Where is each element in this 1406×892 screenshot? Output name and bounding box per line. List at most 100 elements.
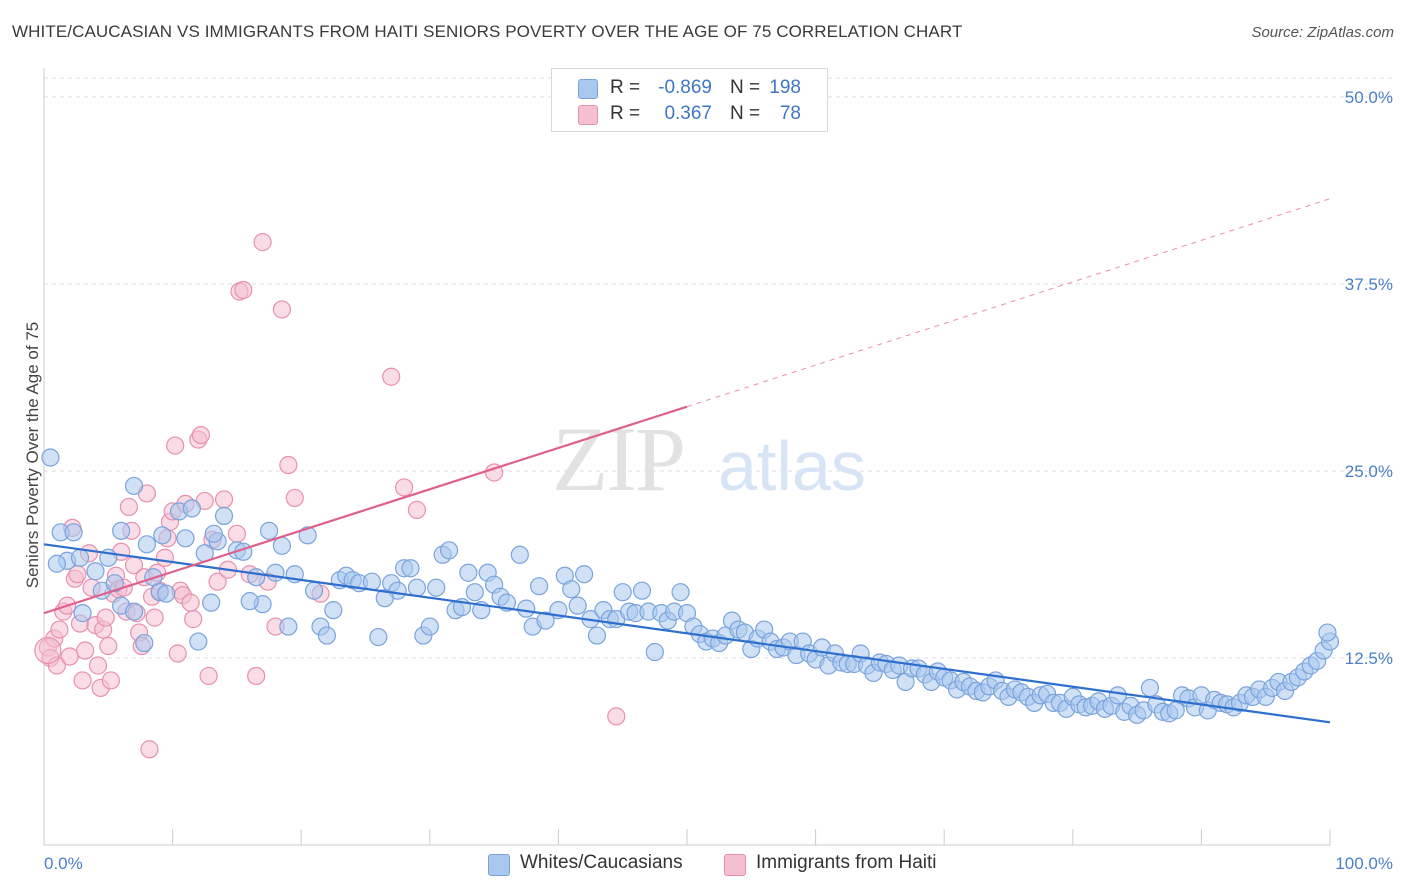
haiti-point xyxy=(285,488,304,508)
white-point xyxy=(304,581,324,600)
haiti-point xyxy=(227,524,246,543)
white-trend-line xyxy=(43,543,1331,724)
white-point xyxy=(73,604,92,623)
white-point xyxy=(64,523,83,542)
white-point xyxy=(189,632,208,651)
white-point xyxy=(202,593,221,612)
haiti-point xyxy=(119,497,138,517)
haiti-point xyxy=(407,500,427,519)
white-point xyxy=(86,562,105,581)
haiti-point xyxy=(50,620,69,639)
haiti-point xyxy=(279,455,298,475)
haiti-point xyxy=(47,656,66,675)
chart-source: Source: ZipAtlas.com xyxy=(1251,24,1394,41)
white-point xyxy=(459,563,478,582)
white-point xyxy=(247,568,266,587)
white-point xyxy=(510,545,529,564)
x-tick-label-max: 100.0% xyxy=(1335,854,1393,873)
white-point xyxy=(137,535,156,554)
legend-row-whites: R = -0.869 N = 198 xyxy=(552,76,827,102)
haiti-point xyxy=(208,572,227,591)
legend-swatch-pink xyxy=(578,105,598,125)
trend-lines xyxy=(43,198,1331,724)
white-point xyxy=(214,506,234,525)
white-point xyxy=(259,521,279,540)
white-points xyxy=(41,448,1340,724)
haiti-point xyxy=(155,548,174,567)
white-point xyxy=(562,580,581,599)
white-point xyxy=(587,626,607,645)
white-point xyxy=(157,584,176,603)
haiti-point xyxy=(101,671,120,690)
haiti-point xyxy=(60,647,79,666)
bottom-legend-label-whites: Whites/Caucasians xyxy=(520,852,683,873)
haiti-point xyxy=(382,367,401,386)
white-point xyxy=(240,592,259,611)
white-point xyxy=(645,642,664,662)
haiti-point xyxy=(184,610,203,629)
white-point xyxy=(530,577,549,596)
haiti-point xyxy=(394,478,414,497)
white-point xyxy=(1140,678,1160,698)
white-point xyxy=(632,581,652,600)
white-point xyxy=(1108,686,1127,705)
legend-n-label: N = xyxy=(730,77,761,98)
white-point xyxy=(439,541,459,560)
white-point xyxy=(70,548,90,567)
bottom-legend-swatch-pink xyxy=(724,854,746,876)
haiti-point xyxy=(234,280,253,300)
watermark-atlas: atlas xyxy=(718,427,866,505)
white-point xyxy=(517,599,536,618)
white-point xyxy=(182,499,201,518)
haiti-point xyxy=(607,707,626,726)
legend-n-label: N = xyxy=(730,103,761,124)
axes xyxy=(43,68,1331,846)
white-point xyxy=(105,574,124,593)
haiti-point xyxy=(253,233,272,252)
legend-r-value: -0.869 xyxy=(658,77,712,98)
haiti-point xyxy=(214,490,234,509)
y-tick-labels: 12.5% 25.0% 37.5% 50.0% xyxy=(1345,88,1393,668)
haiti-point xyxy=(168,644,187,663)
y-tick-label: 12.5% xyxy=(1345,649,1393,668)
y-axis-label: Seniors Poverty Over the Age of 75 xyxy=(23,322,42,588)
haiti-point xyxy=(166,436,185,455)
bottom-legend-label-haiti: Immigrants from Haiti xyxy=(756,852,937,873)
white-point xyxy=(124,476,144,496)
legend-n-value: 198 xyxy=(769,77,801,98)
white-point xyxy=(401,559,420,578)
legend-n-value: 78 xyxy=(779,103,801,124)
haiti-point xyxy=(191,425,210,445)
y-tick-label: 25.0% xyxy=(1345,462,1393,481)
white-point xyxy=(427,578,446,597)
white-point xyxy=(272,536,292,555)
white-point xyxy=(204,524,223,543)
white-point xyxy=(671,583,690,602)
white-point xyxy=(135,633,154,653)
haiti-point xyxy=(140,740,159,759)
white-point xyxy=(375,589,394,608)
haiti-points xyxy=(34,233,626,759)
x-tick-label-min: 0.0% xyxy=(44,854,83,873)
correlation-legend: R = -0.869 N = 198 R = 0.367 N = 78 xyxy=(551,68,828,132)
haiti-point xyxy=(247,666,266,686)
white-point xyxy=(153,526,172,545)
white-point xyxy=(112,521,131,540)
bottom-legend-swatch-blue xyxy=(488,854,510,876)
y-tick-label: 37.5% xyxy=(1345,275,1393,294)
legend-r-label: R = xyxy=(610,103,641,124)
haiti-point xyxy=(73,671,92,690)
white-point xyxy=(369,627,388,647)
haiti-point xyxy=(199,666,218,686)
white-point xyxy=(324,601,343,620)
white-point xyxy=(407,578,427,597)
white-point xyxy=(613,583,632,602)
haiti-trend-extension xyxy=(686,198,1331,408)
white-point xyxy=(298,526,317,545)
white-point xyxy=(1318,623,1337,642)
white-point xyxy=(420,617,439,636)
haiti-point xyxy=(272,300,292,319)
white-point xyxy=(41,448,60,467)
white-point xyxy=(317,626,337,645)
